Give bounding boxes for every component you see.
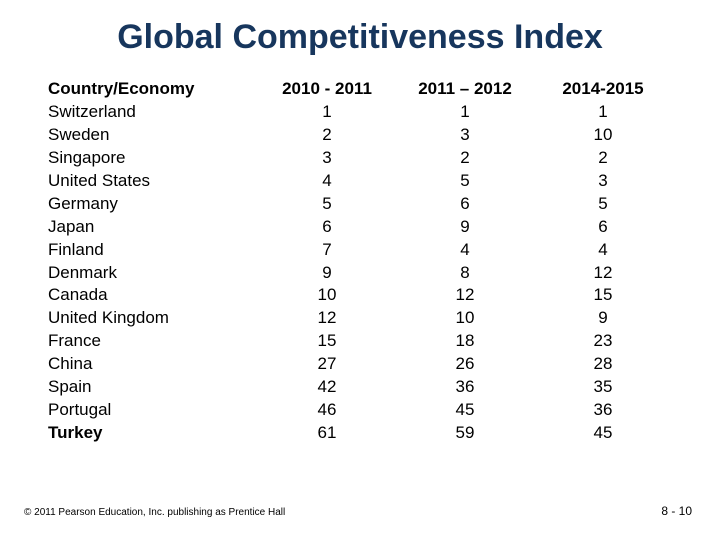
cell-2011-2012: 2	[396, 147, 534, 170]
cell-country: Finland	[48, 239, 258, 262]
cell-2014-2015: 12	[534, 262, 672, 285]
cell-2010-2011: 10	[258, 284, 396, 307]
cell-country: Canada	[48, 284, 258, 307]
cell-2010-2011: 1	[258, 101, 396, 124]
cell-2014-2015: 9	[534, 307, 672, 330]
cell-2011-2012: 45	[396, 399, 534, 422]
cell-2011-2012: 36	[396, 376, 534, 399]
cell-2010-2011: 27	[258, 353, 396, 376]
cell-2014-2015: 36	[534, 399, 672, 422]
cell-country: Switzerland	[48, 101, 258, 124]
cell-2011-2012: 5	[396, 170, 534, 193]
cell-2011-2012: 59	[396, 422, 534, 445]
cell-2014-2015: 6	[534, 216, 672, 239]
col-header-2014-2015: 2014-2015	[534, 78, 672, 101]
cell-2014-2015: 45	[534, 422, 672, 445]
slide: Global Competitiveness Index Country/Eco…	[0, 0, 720, 540]
cell-2010-2011: 15	[258, 330, 396, 353]
cell-2014-2015: 15	[534, 284, 672, 307]
cell-2014-2015: 4	[534, 239, 672, 262]
cell-country: China	[48, 353, 258, 376]
cell-2010-2011: 12	[258, 307, 396, 330]
cell-2014-2015: 2	[534, 147, 672, 170]
cell-2011-2012: 10	[396, 307, 534, 330]
cell-2014-2015: 35	[534, 376, 672, 399]
cell-2011-2012: 6	[396, 193, 534, 216]
col-header-2011-2012: 2011 – 2012	[396, 78, 534, 101]
table-row: Denmark9812	[48, 262, 672, 285]
cell-2010-2011: 3	[258, 147, 396, 170]
cell-2011-2012: 3	[396, 124, 534, 147]
cell-country: Spain	[48, 376, 258, 399]
table-row: Portugal464536	[48, 399, 672, 422]
table-row: Singapore322	[48, 147, 672, 170]
cell-2011-2012: 12	[396, 284, 534, 307]
cell-country: France	[48, 330, 258, 353]
table-row: France151823	[48, 330, 672, 353]
table-row: United Kingdom12109	[48, 307, 672, 330]
cell-country: Germany	[48, 193, 258, 216]
cell-country: Turkey	[48, 422, 258, 445]
table-row: Sweden2310	[48, 124, 672, 147]
table-row: Canada101215	[48, 284, 672, 307]
footer-page-number: 8 - 10	[661, 504, 692, 518]
cell-country: United Kingdom	[48, 307, 258, 330]
cell-2010-2011: 9	[258, 262, 396, 285]
cell-2010-2011: 2	[258, 124, 396, 147]
cell-2010-2011: 42	[258, 376, 396, 399]
footer-copyright: © 2011 Pearson Education, Inc. publishin…	[24, 507, 285, 518]
cell-2014-2015: 1	[534, 101, 672, 124]
col-header-2010-2011: 2010 - 2011	[258, 78, 396, 101]
table-row: United States453	[48, 170, 672, 193]
cell-2010-2011: 5	[258, 193, 396, 216]
cell-country: United States	[48, 170, 258, 193]
cell-2011-2012: 26	[396, 353, 534, 376]
cell-2010-2011: 4	[258, 170, 396, 193]
cell-2010-2011: 6	[258, 216, 396, 239]
table-row: Japan696	[48, 216, 672, 239]
cell-2011-2012: 18	[396, 330, 534, 353]
cell-2014-2015: 10	[534, 124, 672, 147]
cell-country: Japan	[48, 216, 258, 239]
cell-2010-2011: 7	[258, 239, 396, 262]
cell-country: Singapore	[48, 147, 258, 170]
cell-country: Denmark	[48, 262, 258, 285]
gci-table: Country/Economy 2010 - 2011 2011 – 2012 …	[48, 78, 672, 445]
cell-2011-2012: 4	[396, 239, 534, 262]
cell-2014-2015: 23	[534, 330, 672, 353]
cell-country: Portugal	[48, 399, 258, 422]
table-header-row: Country/Economy 2010 - 2011 2011 – 2012 …	[48, 78, 672, 101]
cell-2011-2012: 8	[396, 262, 534, 285]
table-row: Switzerland111	[48, 101, 672, 124]
table-row: Finland744	[48, 239, 672, 262]
table-row: China272628	[48, 353, 672, 376]
cell-country: Sweden	[48, 124, 258, 147]
cell-2011-2012: 1	[396, 101, 534, 124]
table-row: Germany565	[48, 193, 672, 216]
table-row: Turkey615945	[48, 422, 672, 445]
cell-2011-2012: 9	[396, 216, 534, 239]
cell-2010-2011: 61	[258, 422, 396, 445]
cell-2014-2015: 3	[534, 170, 672, 193]
cell-2014-2015: 28	[534, 353, 672, 376]
table-body: Switzerland111Sweden2310Singapore322Unit…	[48, 101, 672, 445]
cell-2010-2011: 46	[258, 399, 396, 422]
table-row: Spain423635	[48, 376, 672, 399]
cell-2014-2015: 5	[534, 193, 672, 216]
page-title: Global Competitiveness Index	[0, 18, 720, 57]
col-header-country: Country/Economy	[48, 78, 258, 101]
